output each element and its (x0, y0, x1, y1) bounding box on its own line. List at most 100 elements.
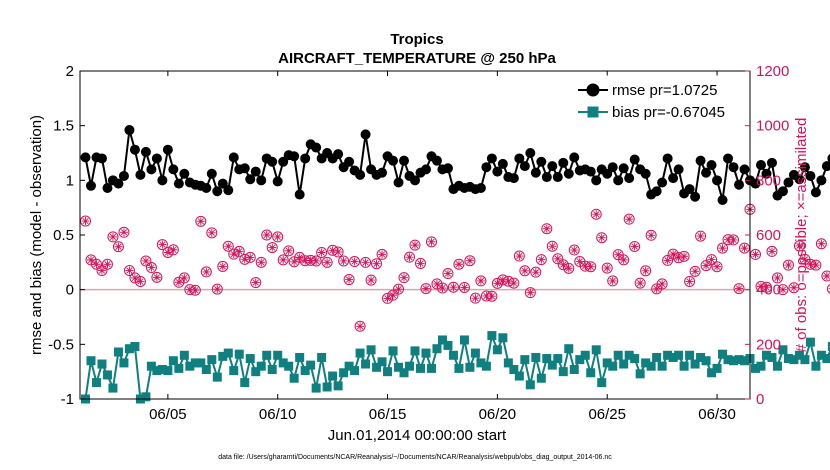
y-left-tick-label: 1.5 (53, 118, 74, 135)
bias-point (619, 359, 629, 369)
obs-assimilated-marker (751, 250, 760, 259)
obs-assimilated-marker (795, 241, 804, 250)
obs-possible-marker (156, 239, 168, 251)
obs-assimilated-marker (504, 277, 513, 286)
obs-point (629, 240, 641, 252)
obs-point (645, 229, 657, 241)
obs-possible-marker (585, 261, 597, 273)
obs-possible-marker (107, 231, 119, 243)
bias-point (476, 358, 486, 368)
obs-point (327, 244, 339, 256)
obs-possible-marker (96, 265, 108, 277)
obs-possible-marker (85, 254, 97, 266)
rmse-point (294, 189, 305, 200)
rmse-point (267, 156, 278, 167)
y-right-tick-label: 0 (756, 391, 764, 408)
rmse-series (80, 125, 830, 206)
bias-point (229, 366, 239, 376)
obs-assimilated-marker (196, 217, 205, 226)
obs-possible-marker (123, 265, 135, 277)
y-right-tick-label: 1000 (756, 118, 789, 135)
obs-possible-marker (728, 234, 740, 246)
bias-point (405, 361, 415, 371)
bias-point (421, 348, 431, 358)
bias-point (130, 342, 140, 352)
bias-point (355, 348, 365, 358)
obs-point (414, 257, 426, 269)
obs-point (596, 232, 608, 244)
rmse-point (640, 168, 651, 179)
y-right-tick-label: 200 (756, 336, 781, 353)
obs-possible-marker (689, 265, 701, 277)
obs-point (541, 223, 553, 235)
rmse-point (388, 155, 399, 166)
rmse-point (151, 153, 162, 164)
obs-point (255, 256, 267, 268)
rmse-point (393, 177, 404, 188)
obs-point (585, 261, 597, 273)
rmse-point (695, 155, 706, 166)
bias-point (443, 340, 453, 350)
bias-point (503, 358, 513, 368)
obs-assimilated-marker (421, 284, 430, 293)
obs-possible-marker (458, 281, 470, 293)
obs-possible-marker (782, 259, 794, 271)
rmse-point (618, 163, 629, 174)
obs-point (151, 271, 163, 283)
obs-point (502, 275, 514, 287)
obs-assimilated-marker (630, 242, 639, 251)
obs-assimilated-marker (207, 228, 216, 237)
obs-possible-marker (354, 320, 366, 332)
obs-point (684, 275, 696, 287)
rmse-point (80, 152, 91, 163)
obs-assimilated-marker (262, 231, 271, 239)
bias-point (240, 378, 250, 388)
obs-point (200, 266, 212, 278)
rmse-point (162, 144, 173, 155)
obs-assimilated-marker (367, 276, 376, 285)
obs-possible-marker (266, 242, 278, 254)
obs-assimilated-marker (81, 217, 90, 226)
obs-point (123, 265, 135, 277)
obs-assimilated-marker (432, 279, 441, 288)
rmse-point (734, 179, 745, 190)
bias-point (663, 350, 673, 360)
obs-assimilated-marker (652, 284, 661, 293)
obs-assimilated-marker (603, 264, 612, 273)
obs-point (316, 246, 328, 258)
obs-point (129, 272, 141, 284)
bias-point (707, 368, 717, 378)
rmse-point (289, 151, 300, 162)
bias-point (295, 352, 305, 362)
bias-point (674, 350, 684, 360)
obs-possible-marker (640, 265, 652, 277)
rmse-point (212, 186, 223, 197)
obs-point (376, 248, 388, 260)
obs-possible-marker (118, 226, 130, 238)
obs-assimilated-marker (372, 259, 381, 268)
obs-assimilated-marker (509, 279, 518, 288)
obs-possible-marker (250, 277, 262, 289)
legend-rmse-label: rmse pr=1.0725 (612, 82, 717, 99)
obs-assimilated-marker (218, 262, 227, 271)
bias-point (372, 362, 382, 372)
obs-assimilated-marker (92, 260, 101, 269)
bias-point (333, 381, 343, 391)
plot-area: 06/05 06/10 06/15 06/20 06/25 06/30 -1 -0.5 0 0.5… (48, 63, 830, 423)
obs-point (310, 255, 322, 267)
bias-point (163, 366, 173, 376)
obs-possible-marker (607, 275, 619, 287)
obs-point (771, 272, 783, 284)
obs-assimilated-marker (515, 252, 524, 261)
rmse-point (96, 153, 107, 164)
obs-assimilated-marker (789, 283, 798, 292)
rmse-point (228, 152, 239, 163)
obs-possible-marker (414, 257, 426, 269)
bias-point (685, 350, 695, 360)
bias-point (608, 361, 618, 371)
obs-point (145, 262, 157, 274)
bias-point (624, 350, 634, 360)
rmse-point (135, 169, 146, 180)
obs-point (826, 283, 830, 294)
obs-point (711, 261, 723, 273)
